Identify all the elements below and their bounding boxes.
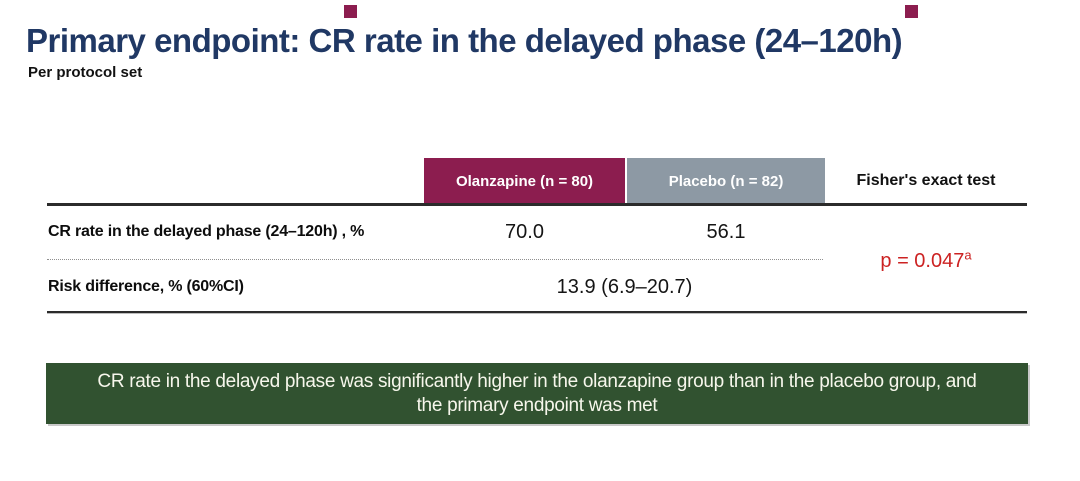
cell-cr-rate-olanzapine: 70.0 xyxy=(505,221,544,243)
decorative-square-icon xyxy=(905,5,918,18)
decorative-square-icon xyxy=(344,5,357,18)
column-header-fishers-exact-test: Fisher's exact test xyxy=(856,172,996,189)
p-value: p = 0.047a xyxy=(825,247,1027,273)
table-rule-bottom xyxy=(47,311,1027,314)
page-title: Primary endpoint: CR rate in the delayed… xyxy=(26,22,903,59)
row-label-cr-rate: CR rate in the delayed phase (24–120h) ,… xyxy=(48,223,365,240)
table-rule-dotted xyxy=(47,259,823,260)
cell-risk-difference-value: 13.9 (6.9–20.7) xyxy=(556,276,693,298)
table-rule-top xyxy=(47,203,1027,206)
conclusion-banner: CR rate in the delayed phase was signifi… xyxy=(46,363,1028,424)
row-label-risk-difference: Risk difference, % (60%CI) xyxy=(48,278,244,295)
column-header-placebo: Placebo (n = 82) xyxy=(627,158,825,204)
p-value-superscript: a xyxy=(964,247,972,263)
column-header-olanzapine: Olanzapine (n = 80) xyxy=(424,158,625,204)
p-value-text: p = 0.047 xyxy=(880,250,965,272)
page-subtitle: Per protocol set xyxy=(28,64,143,81)
cell-cr-rate-placebo: 56.1 xyxy=(706,221,746,243)
conclusion-text: CR rate in the delayed phase was signifi… xyxy=(97,370,977,416)
